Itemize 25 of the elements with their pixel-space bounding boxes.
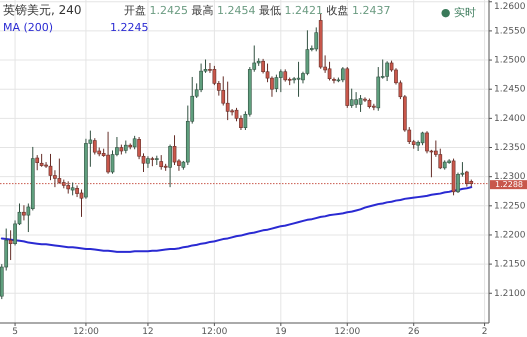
y-tick-label: 1.2100 xyxy=(494,288,526,299)
y-tick-label: 1.2450 xyxy=(494,84,526,95)
x-tick-label: 12:00 xyxy=(72,327,100,337)
text: 开盘 1.2425 最高 1.2454 最低 1.2421 收盘 1.2437 xyxy=(124,4,390,17)
x-tick-label: 12:00 xyxy=(334,327,361,337)
text: 1.2245 xyxy=(110,21,148,34)
text: ● 实时 xyxy=(440,6,476,19)
y-tick-label: 1.2250 xyxy=(494,201,526,212)
y-tick-label: 1.2500 xyxy=(494,56,526,66)
x-tick-label: 12:00 xyxy=(201,327,228,337)
y-tick-label: 1.2600 xyxy=(494,2,526,12)
chart-title: 英镑美元, 240 xyxy=(3,3,82,17)
x-tick-label: 12 xyxy=(142,327,154,337)
y-tick-label: 1.2200 xyxy=(494,230,526,240)
text: MA (200) xyxy=(3,21,54,34)
y-tick-label: 1.2350 xyxy=(494,143,526,154)
y-tick-label: 1.2150 xyxy=(494,260,526,270)
y-tick-label: 1.2400 xyxy=(494,114,526,124)
x-tick-label: 26 xyxy=(408,327,420,337)
y-tick-label: 1.2550 xyxy=(494,26,526,36)
x-tick-label: 2 xyxy=(482,327,488,337)
ref-line-label: 1.2288 xyxy=(495,180,523,190)
x-tick-label: 19 xyxy=(275,327,287,337)
x-tick-label: 5 xyxy=(12,327,18,337)
y-tick-label: 1.2300 xyxy=(494,172,526,182)
